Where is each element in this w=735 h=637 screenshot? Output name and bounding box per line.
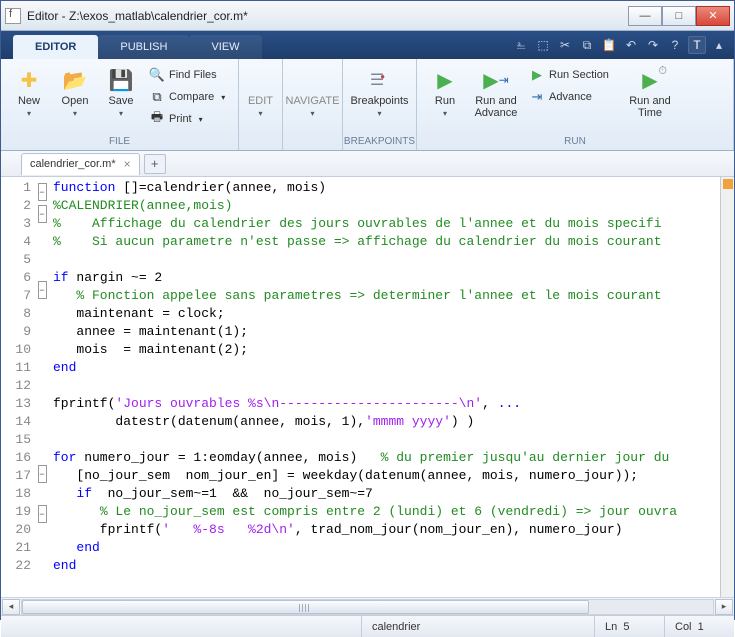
quick-access-toolbar: ⎁ ⬚ ✂ ⧉ 📋 ↶ ↷ ? T ▴: [512, 31, 734, 59]
fold-toggle[interactable]: −: [38, 465, 47, 483]
chevron-down-icon: ▾: [119, 109, 123, 118]
group-label-breakpoints: BREAKPOINTS: [343, 136, 416, 150]
ribbon-group-breakpoints: ☰● Breakpoints ▾ BREAKPOINTS: [343, 59, 417, 150]
qa-redo-icon[interactable]: ↷: [644, 36, 662, 54]
tab-editor[interactable]: EDITOR: [13, 35, 98, 59]
qa-cut-icon[interactable]: ✂: [556, 36, 574, 54]
app-icon: [5, 8, 21, 24]
run-section-button[interactable]: ▶ Run Section: [525, 65, 621, 85]
line-gutter: 12345678910111213141516171819202122: [1, 177, 35, 597]
ribbon-group-navigate: NAVIGATE ▾: [283, 59, 343, 150]
status-function: calendrier: [361, 616, 594, 637]
horizontal-scrollbar[interactable]: ◂ ▸: [1, 597, 734, 615]
qa-help-icon[interactable]: ?: [666, 36, 684, 54]
chevron-down-icon: ▾: [443, 109, 447, 118]
run-time-icon: ▶⏱: [637, 67, 663, 93]
fold-toggle[interactable]: −: [38, 183, 47, 201]
run-icon: ▶: [432, 67, 458, 93]
ribbon-group-file: ✚ New ▾ 📂 Open ▾ 💾 Save ▾ 🔍 Find Files: [1, 59, 239, 150]
fold-column: − − − − −: [35, 177, 49, 597]
maximize-button[interactable]: □: [662, 6, 696, 26]
message-bar: [720, 177, 734, 597]
chevron-down-icon: ▾: [377, 109, 381, 118]
titlebar: Editor - Z:\exos_matlab\calendrier_cor.m…: [1, 1, 734, 31]
group-label-file: FILE: [1, 136, 238, 150]
tab-view[interactable]: VIEW: [189, 35, 261, 59]
chevron-down-icon: ▾: [258, 109, 262, 118]
fold-toggle[interactable]: −: [38, 505, 47, 523]
compare-button[interactable]: ⧉ Compare ▾: [145, 87, 229, 107]
chevron-down-icon: ▾: [310, 109, 314, 118]
advance-icon: ⇥: [529, 89, 545, 105]
advance-button[interactable]: ⇥ Advance: [525, 87, 621, 107]
save-button[interactable]: 💾 Save ▾: [99, 63, 143, 118]
file-tab-strip: calendrier_cor.m* × +: [1, 151, 734, 177]
status-col: Col 1: [664, 616, 734, 637]
minimize-button[interactable]: —: [628, 6, 662, 26]
window-buttons: — □ ✕: [628, 6, 730, 26]
qa-copy-icon[interactable]: ⧉: [578, 36, 596, 54]
file-tab[interactable]: calendrier_cor.m* ×: [21, 153, 140, 175]
run-button[interactable]: ▶ Run ▾: [423, 63, 467, 118]
edit-button[interactable]: EDIT ▾: [245, 63, 276, 118]
run-advance-icon: ▶⇥: [483, 67, 509, 93]
find-icon: 🔍: [149, 67, 165, 83]
scroll-thumb[interactable]: [22, 600, 589, 614]
add-tab-button[interactable]: +: [144, 154, 166, 174]
print-icon: 🖶: [149, 111, 165, 127]
scroll-track[interactable]: [21, 599, 714, 615]
chevron-down-icon: ▾: [27, 109, 31, 118]
open-icon: 📂: [62, 67, 88, 93]
group-label-run: RUN: [417, 136, 733, 150]
ribbon-group-edit: EDIT ▾: [239, 59, 283, 150]
status-line: Ln 5: [594, 616, 664, 637]
breakpoints-button[interactable]: ☰● Breakpoints ▾: [349, 63, 410, 118]
breakpoints-icon: ☰●: [367, 67, 393, 93]
code-area[interactable]: function []=calendrier(annee, mois)%CALE…: [49, 177, 720, 597]
new-icon: ✚: [16, 67, 42, 93]
window-title: Editor - Z:\exos_matlab\calendrier_cor.m…: [27, 9, 628, 23]
navigate-button[interactable]: NAVIGATE ▾: [287, 63, 339, 118]
qa-collapse-icon[interactable]: ▴: [710, 36, 728, 54]
qa-t-icon[interactable]: T: [688, 36, 706, 54]
code-editor[interactable]: 12345678910111213141516171819202122 −−−−…: [1, 177, 734, 597]
print-button[interactable]: 🖶 Print ▾: [145, 109, 229, 129]
open-button[interactable]: 📂 Open ▾: [53, 63, 97, 118]
fold-toggle[interactable]: −: [38, 281, 47, 299]
close-button[interactable]: ✕: [696, 6, 730, 26]
chevron-down-icon: ▾: [199, 115, 203, 124]
save-icon: 💾: [108, 67, 134, 93]
qa-icon-1[interactable]: ⎁: [512, 36, 530, 54]
warning-indicator-icon[interactable]: [723, 179, 733, 189]
run-section-icon: ▶: [529, 67, 545, 83]
chevron-down-icon: ▾: [73, 109, 77, 118]
tab-publish[interactable]: PUBLISH: [98, 35, 189, 59]
run-advance-button[interactable]: ▶⇥ Run and Advance: [469, 63, 523, 119]
ribbon-group-run: ▶ Run ▾ ▶⇥ Run and Advance ▶ Run Section…: [417, 59, 734, 150]
scroll-right-button[interactable]: ▸: [715, 599, 733, 615]
close-tab-icon[interactable]: ×: [124, 157, 131, 171]
fold-toggle[interactable]: −: [38, 205, 47, 223]
qa-icon-2[interactable]: ⬚: [534, 36, 552, 54]
chevron-down-icon: ▾: [221, 93, 225, 102]
compare-icon: ⧉: [149, 89, 165, 105]
scroll-left-button[interactable]: ◂: [2, 599, 20, 615]
qa-paste-icon[interactable]: 📋: [600, 36, 618, 54]
status-bar: calendrier Ln 5 Col 1: [1, 615, 734, 637]
run-time-button[interactable]: ▶⏱ Run and Time: [623, 63, 677, 119]
new-button[interactable]: ✚ New ▾: [7, 63, 51, 118]
file-tab-label: calendrier_cor.m*: [30, 158, 116, 170]
find-files-button[interactable]: 🔍 Find Files: [145, 65, 229, 85]
ribbon: ✚ New ▾ 📂 Open ▾ 💾 Save ▾ 🔍 Find Files: [1, 59, 734, 151]
qa-undo-icon[interactable]: ↶: [622, 36, 640, 54]
ribbon-tab-strip: EDITOR PUBLISH VIEW ⎁ ⬚ ✂ ⧉ 📋 ↶ ↷ ? T ▴: [1, 31, 734, 59]
